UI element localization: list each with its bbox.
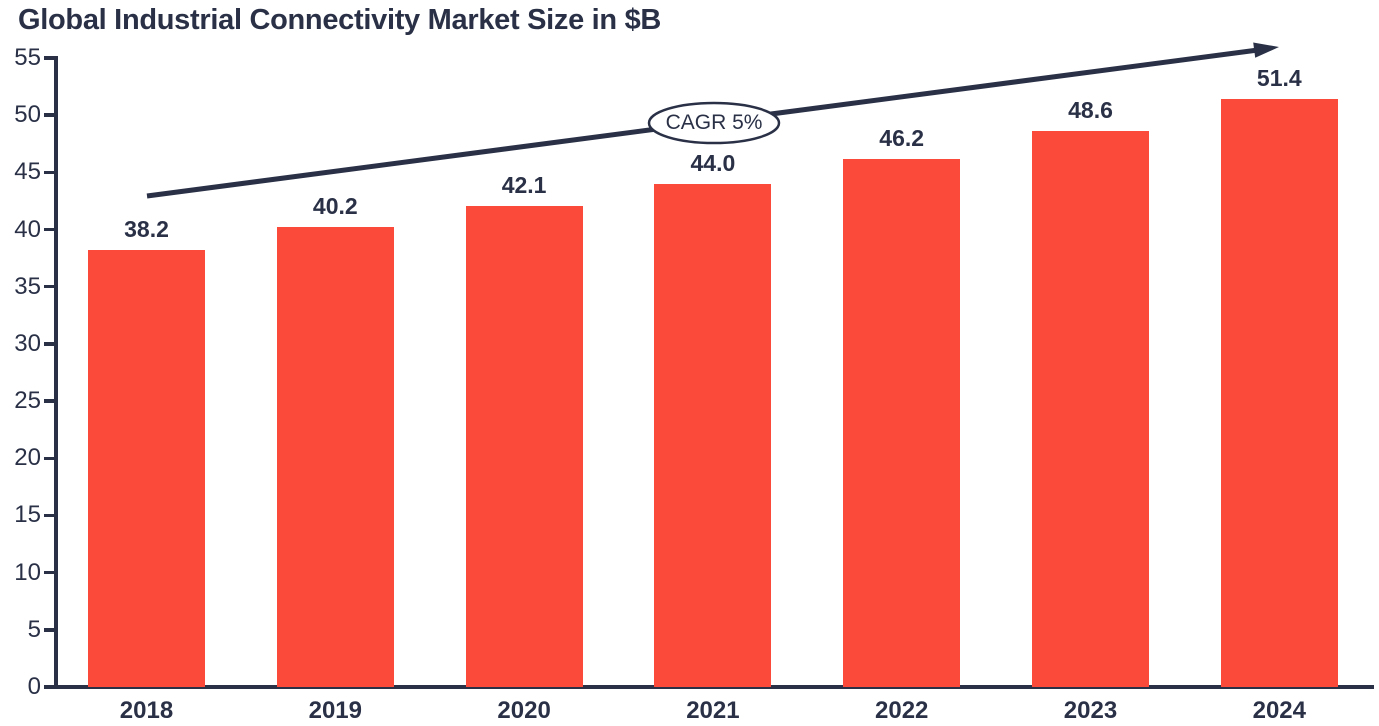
bar-value-label: 48.6 [1068, 97, 1113, 124]
chart-title: Global Industrial Connectivity Market Si… [18, 4, 662, 36]
y-axis-tick [44, 227, 54, 232]
y-axis-tick-label: 25 [14, 387, 41, 415]
y-axis-tick [44, 56, 54, 60]
y-axis-tick-label: 30 [14, 329, 41, 357]
bar-value-label: 44.0 [690, 149, 736, 176]
y-axis-tick-label: 40 [14, 215, 41, 243]
bar-value-label: 46.2 [879, 124, 925, 151]
y-axis-tick-label: 10 [14, 558, 41, 586]
bar-2021 [654, 183, 772, 687]
x-axis-category-label: 2018 [119, 697, 174, 724]
y-axis-tick [44, 342, 54, 346]
y-axis-tick [44, 284, 54, 289]
y-axis-tick [44, 456, 54, 461]
y-axis-tick [44, 113, 54, 117]
bar-2023 [1032, 131, 1149, 687]
bar-value-label: 51.4 [1256, 65, 1302, 92]
y-axis-tick [44, 685, 54, 689]
trend-arrowhead-icon [1253, 42, 1279, 58]
bar-value-label: 42.1 [501, 171, 547, 198]
x-axis-category-label: 2022 [874, 697, 929, 724]
y-axis-tick [44, 513, 54, 518]
y-axis-tick-label: 45 [14, 158, 41, 186]
x-axis-category-label: 2021 [686, 697, 740, 724]
cagr-annotation-label: CAGR 5% [665, 111, 763, 134]
y-axis-line [54, 56, 58, 689]
x-axis-category-label: 2019 [308, 697, 362, 724]
bar-2019 [276, 227, 394, 687]
y-axis-tick [44, 570, 54, 575]
x-axis-category-label: 2023 [1063, 697, 1118, 724]
y-axis-tick-label: 20 [14, 444, 41, 472]
bar-2024 [1220, 99, 1338, 687]
bar-value-label: 38.2 [124, 216, 169, 243]
bar-2022 [843, 158, 961, 687]
y-axis-tick [44, 628, 54, 632]
y-axis-tick-label: 35 [14, 272, 41, 300]
y-axis-tick-label: 5 [27, 615, 41, 643]
x-axis-category-label: 2024 [1252, 697, 1306, 724]
y-axis-tick [44, 170, 54, 175]
y-axis-tick-label: 15 [14, 501, 41, 529]
bar-2018 [88, 250, 205, 687]
bar-2020 [465, 205, 583, 687]
y-axis-tick [44, 399, 54, 403]
y-axis-tick-label: 50 [14, 101, 41, 129]
y-axis-tick-label: 0 [27, 673, 41, 700]
y-axis-tick-label: 55 [14, 44, 41, 71]
x-axis-category-label: 2020 [497, 697, 551, 724]
bar-value-label: 40.2 [312, 193, 358, 220]
